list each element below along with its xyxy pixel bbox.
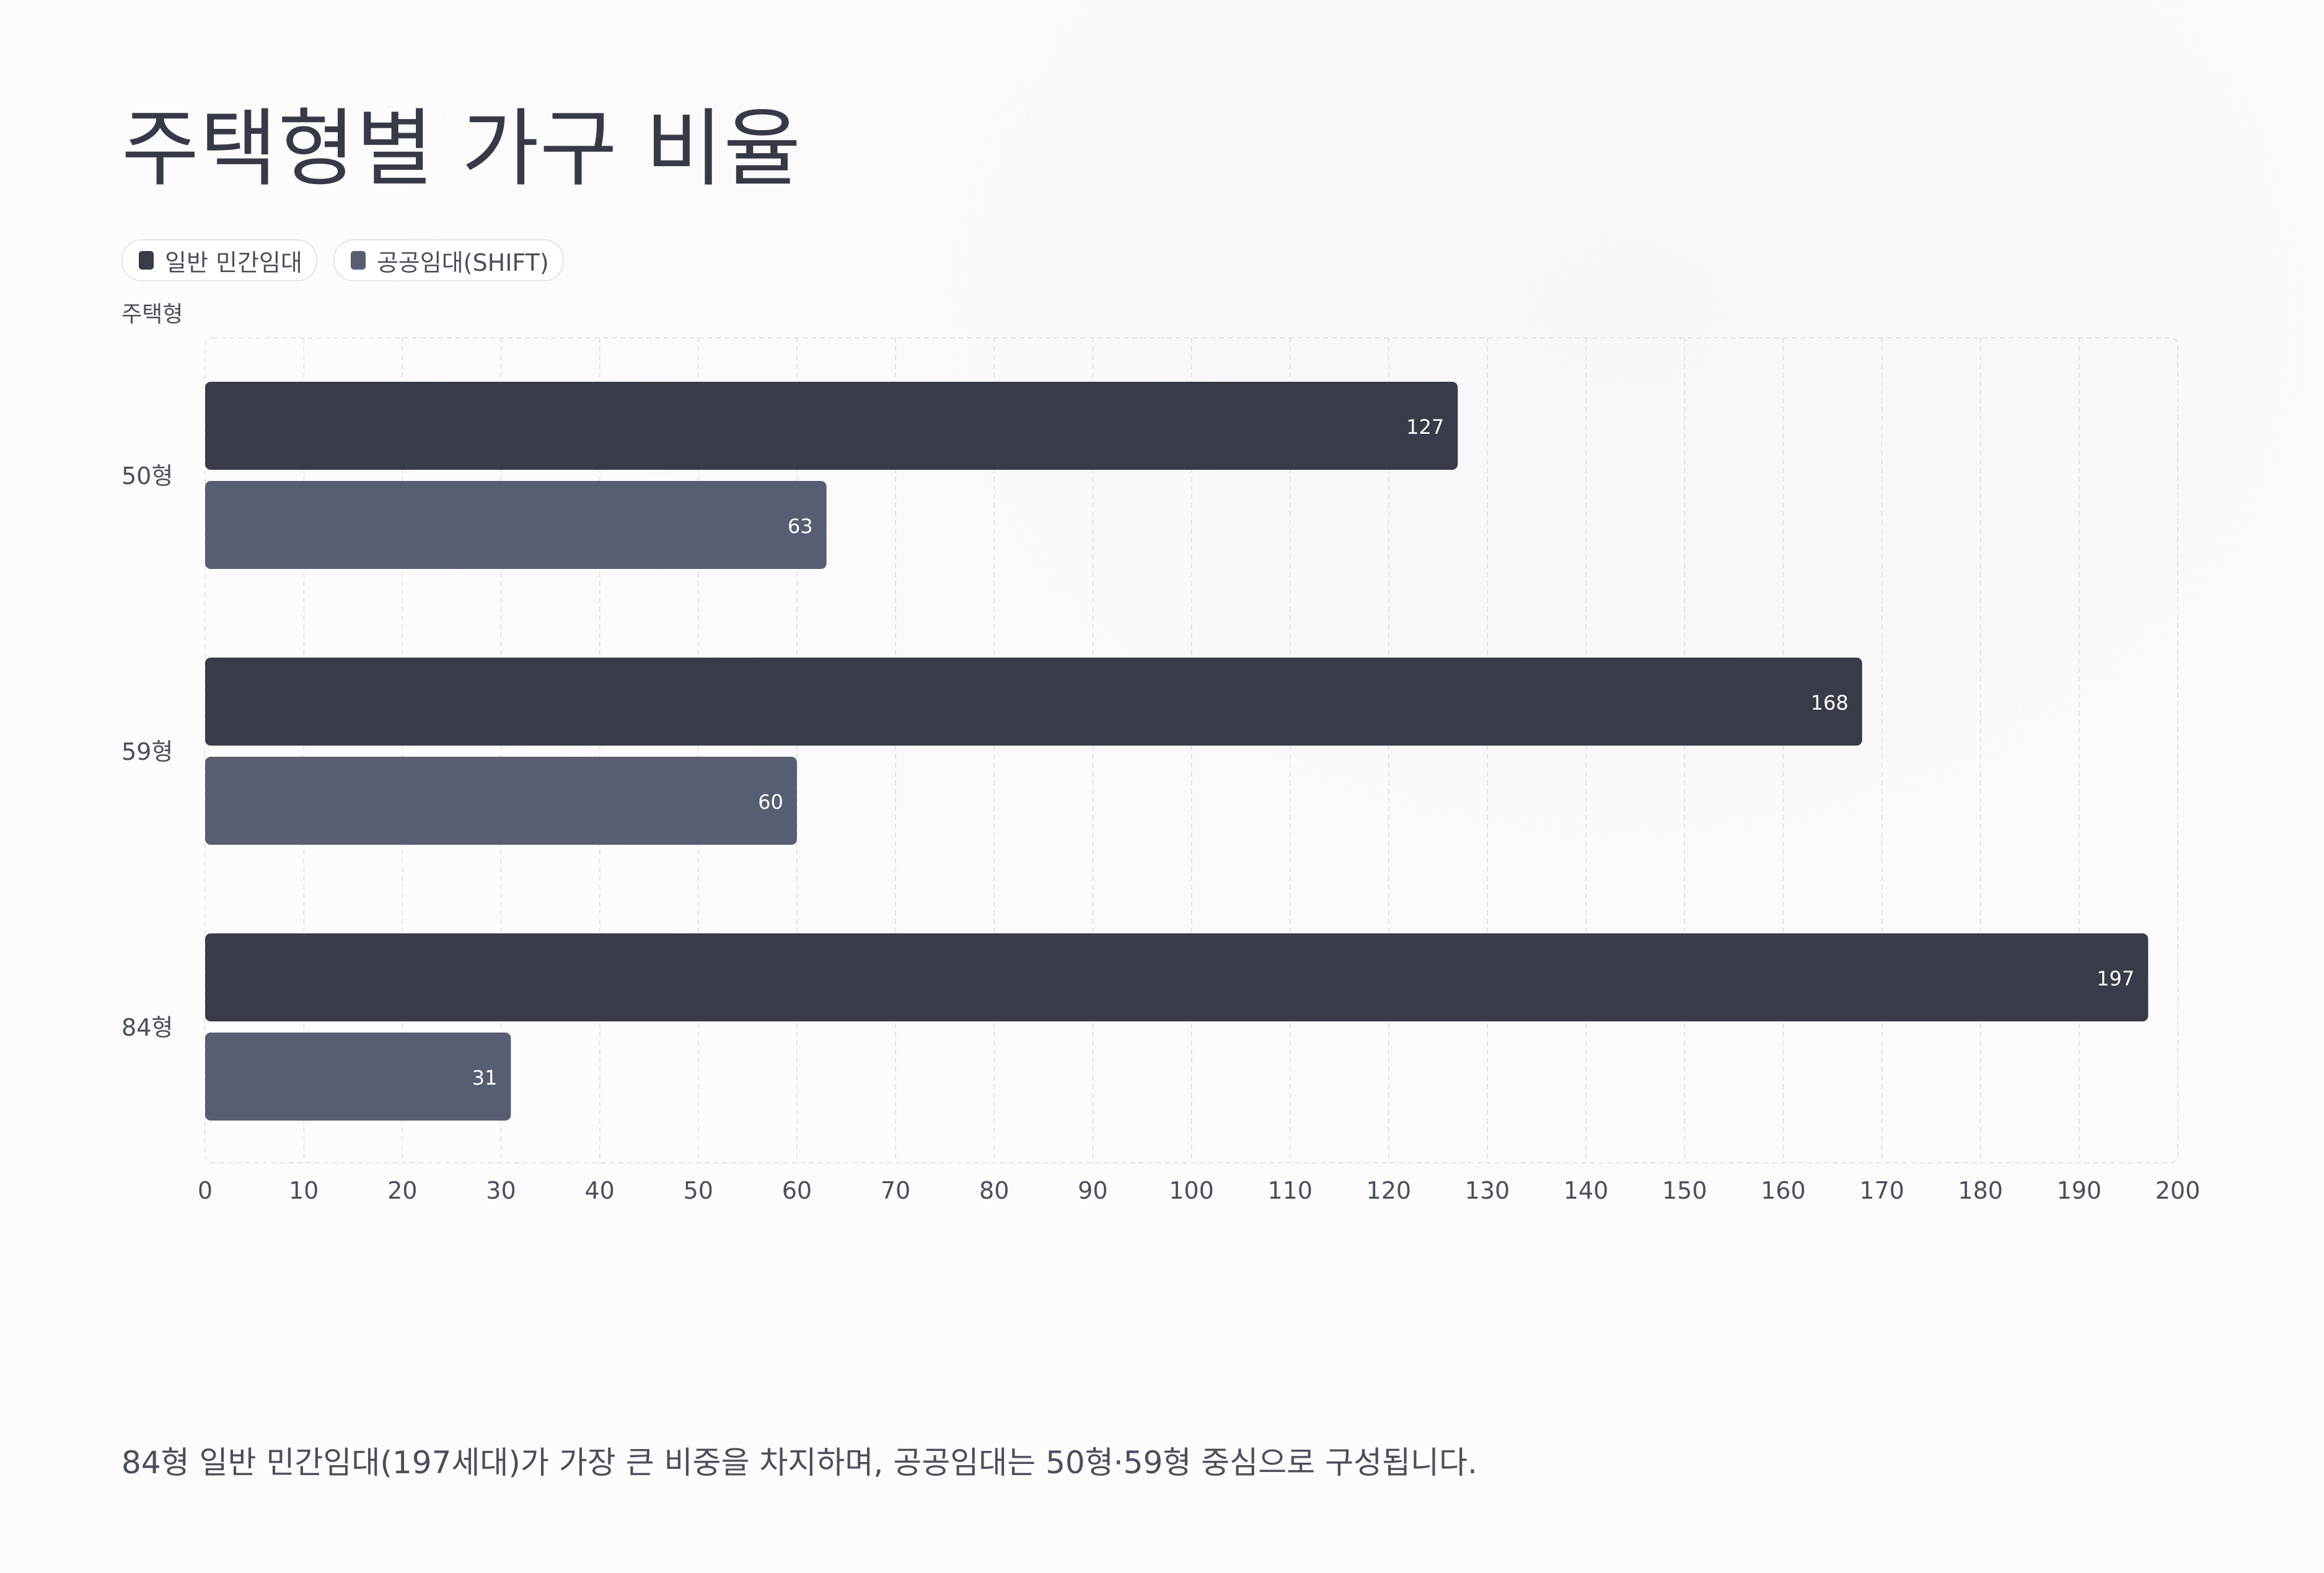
- chart-title: 주택형별 가구 비율: [121, 100, 802, 198]
- legend-swatch-private: [139, 251, 154, 270]
- data-label-public-1: 60: [758, 790, 783, 814]
- y-tick-label-2: 84형: [121, 1014, 173, 1041]
- x-tick-label-50: 50: [684, 1177, 713, 1204]
- x-tick-label-180: 180: [1958, 1177, 2003, 1204]
- chart-footnote: 84형 일반 민간임대(197세대)가 가장 큰 비중을 차지하며, 공공임대는…: [121, 1445, 1477, 1481]
- x-tick-label-120: 120: [1367, 1177, 1412, 1204]
- data-label-public-2: 31: [472, 1066, 498, 1090]
- legend: 일반 민간임대 공공임대(SHIFT): [121, 239, 564, 281]
- y-tick-label-1: 59형: [121, 738, 173, 765]
- x-tick-label-10: 10: [289, 1177, 319, 1204]
- x-tick-label-0: 0: [198, 1177, 213, 1204]
- data-label-private-0: 127: [1406, 415, 1444, 439]
- legend-label-public: 공공임대(SHIFT): [376, 249, 549, 276]
- legend-swatch-public: [350, 251, 366, 270]
- legend-label-private: 일반 민간임대: [165, 249, 302, 276]
- bar-public-0: [205, 481, 827, 569]
- x-tick-label-200: 200: [2155, 1177, 2201, 1204]
- legend-item-private[interactable]: 일반 민간임대: [121, 239, 317, 281]
- bar-public-2: [205, 1033, 511, 1121]
- x-tick-label-130: 130: [1465, 1177, 1510, 1204]
- x-tick-label-150: 150: [1662, 1177, 1707, 1204]
- bar-private-1: [205, 658, 1862, 746]
- legend-item-public[interactable]: 공공임대(SHIFT): [333, 239, 564, 281]
- data-label-private-1: 168: [1811, 691, 1849, 715]
- x-tick-label-160: 160: [1761, 1177, 1806, 1204]
- data-label-private-2: 197: [2097, 967, 2134, 990]
- x-tick-label-40: 40: [584, 1177, 614, 1204]
- bar-private-2: [205, 933, 2149, 1021]
- x-tick-label-60: 60: [782, 1177, 812, 1204]
- x-tick-label-140: 140: [1564, 1177, 1609, 1204]
- x-tick-label-90: 90: [1078, 1177, 1107, 1204]
- x-tick-label-30: 30: [486, 1177, 516, 1204]
- y-tick-label-0: 50형: [121, 462, 173, 490]
- bar-private-0: [205, 382, 1458, 470]
- y-axis-title: 주택형: [121, 302, 183, 327]
- x-tick-label-100: 100: [1169, 1177, 1214, 1204]
- x-tick-label-110: 110: [1267, 1177, 1313, 1204]
- x-tick-label-20: 20: [387, 1177, 417, 1204]
- x-tick-label-70: 70: [881, 1177, 910, 1204]
- data-label-public-0: 63: [788, 514, 813, 538]
- x-tick-label-170: 170: [1859, 1177, 1904, 1204]
- x-tick-label-80: 80: [979, 1177, 1009, 1204]
- x-tick-label-190: 190: [2057, 1177, 2102, 1204]
- bar-public-1: [205, 757, 797, 845]
